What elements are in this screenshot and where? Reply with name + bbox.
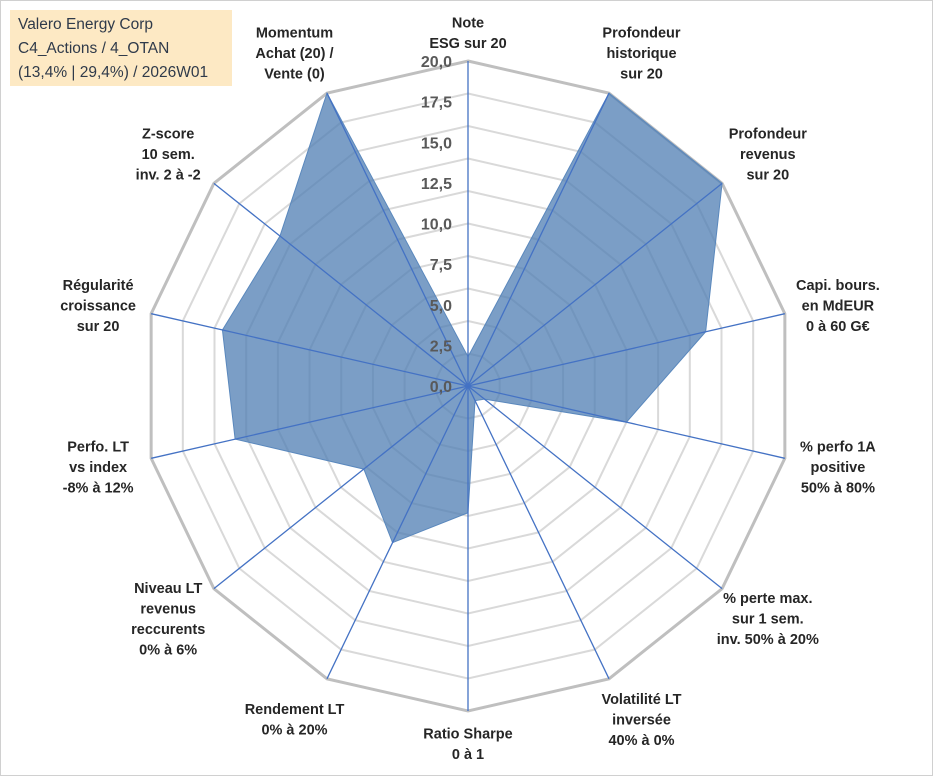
spoke-line xyxy=(151,385,469,459)
tick-label: 2,5 xyxy=(430,338,452,355)
axis-label-line: revenus xyxy=(740,147,796,163)
info-category: C4_Actions / 4_OTAN xyxy=(18,40,170,57)
axis-label: Profondeur historique sur 20 xyxy=(602,26,680,83)
axis-label: Z-score 10 sem. inv. 2 à -2 xyxy=(136,126,201,183)
spoke-line xyxy=(326,92,469,387)
axis-label-line: sur 20 xyxy=(620,67,663,83)
axis-label: Niveau LT revenus reccurents 0% à 6% xyxy=(131,581,205,659)
info-company: Valero Energy Corp xyxy=(18,16,153,33)
spoke-line xyxy=(467,182,723,387)
axis-label-line: inversée xyxy=(612,712,671,728)
info-stats: (13,4% | 29,4%) / 2026W01 xyxy=(18,64,209,81)
tick-label: 10,0 xyxy=(421,217,452,234)
axis-label: % perte max. sur 1 sem. inv. 50% à 20% xyxy=(717,591,819,648)
axis-label-line: Note xyxy=(452,16,484,32)
axis-label-line: ESG sur 20 xyxy=(429,36,506,52)
spoke-line xyxy=(326,385,469,680)
axis-label-line: 0% à 20% xyxy=(261,723,327,739)
axis-label-line: Vente (0) xyxy=(264,67,325,83)
axis-label-line: inv. 2 à -2 xyxy=(136,167,201,183)
spoke-line xyxy=(467,385,723,590)
spoke-line xyxy=(467,385,785,459)
spoke-line xyxy=(213,182,469,387)
radar-tick-labels: 0,0 2,5 5,0 7,5 10,0 12,5 15,0 17,5 20,0 xyxy=(421,54,452,396)
axis-label-line: positive xyxy=(811,460,866,476)
axis-label-line: 0 à 1 xyxy=(452,747,484,763)
axis-label-line: % perte max. xyxy=(723,591,812,607)
axis-label-line: 40% à 0% xyxy=(608,733,674,749)
axis-label-line: Z-score xyxy=(142,126,194,142)
axis-label-line: Volatilité LT xyxy=(601,692,681,708)
axis-label-line: Momentum xyxy=(256,26,333,42)
axis-label: Note ESG sur 20 xyxy=(429,16,506,53)
tick-label: 0,0 xyxy=(430,379,452,396)
axis-label-line: en MdEUR xyxy=(802,298,875,314)
spoke-line xyxy=(151,313,469,387)
axis-label-line: inv. 50% à 20% xyxy=(717,632,819,648)
spoke-line xyxy=(467,385,610,680)
info-box: Valero Energy Corp C4_Actions / 4_OTAN (… xyxy=(10,10,232,86)
axis-label: Régularité croissance sur 20 xyxy=(60,278,136,335)
axis-label-line: 10 sem. xyxy=(142,147,195,163)
axis-label-line: Ratio Sharpe xyxy=(423,727,512,743)
axis-label: Volatilité LT inversée 40% à 0% xyxy=(601,692,681,749)
axis-label-line: reccurents xyxy=(131,622,205,638)
axis-label: % perfo 1A positive 50% à 80% xyxy=(800,440,876,497)
axis-label-line: 0 à 60 G€ xyxy=(806,319,870,335)
tick-label: 15,0 xyxy=(421,135,452,152)
spoke-line xyxy=(467,313,785,387)
radar-series xyxy=(221,91,723,544)
spoke-line xyxy=(213,385,469,590)
axis-label-line: Achat (20) / xyxy=(255,46,333,62)
axis-label-line: 0% à 6% xyxy=(139,642,197,658)
axis-label-line: Régularité xyxy=(63,278,134,294)
spoke-line xyxy=(467,92,610,387)
axis-label-line: croissance xyxy=(60,298,136,314)
axis-label-line: revenus xyxy=(140,601,196,617)
axis-label-line: sur 20 xyxy=(746,167,789,183)
axis-label-line: Rendement LT xyxy=(245,702,345,718)
axis-label: Perfo. LT vs index -8% à 12% xyxy=(63,440,134,497)
axis-label: Profondeur revenus sur 20 xyxy=(729,126,807,183)
tick-label: 7,5 xyxy=(430,257,452,274)
axis-label: Capi. bours. en MdEUR 0 à 60 G€ xyxy=(796,278,880,335)
axis-label-line: historique xyxy=(606,46,676,62)
axis-label-line: 50% à 80% xyxy=(801,481,875,497)
axis-label-line: Profondeur xyxy=(729,126,807,142)
axis-label-line: sur 1 sem. xyxy=(732,612,804,628)
axis-label-line: sur 20 xyxy=(77,319,120,335)
axis-label-line: Profondeur xyxy=(602,26,680,42)
tick-label: 12,5 xyxy=(421,176,452,193)
axis-label-line: vs index xyxy=(69,460,127,476)
radar-spokes xyxy=(151,61,785,711)
axis-label-line: % perfo 1A xyxy=(800,440,876,456)
tick-label: 20,0 xyxy=(421,54,452,71)
axis-label-line: Perfo. LT xyxy=(67,440,129,456)
axis-label: Ratio Sharpe 0 à 1 xyxy=(423,727,512,764)
radar-axis-labels: Note ESG sur 20 Profondeur historique sur 20… xyxy=(60,16,880,764)
tick-label: 17,5 xyxy=(421,95,452,112)
tick-label: 5,0 xyxy=(430,298,452,315)
axis-label: Momentum Achat (20) / Vente (0) xyxy=(255,26,333,83)
series-area xyxy=(221,91,723,544)
axis-label-line: Capi. bours. xyxy=(796,278,880,294)
axis-label-line: -8% à 12% xyxy=(63,481,134,497)
axis-label-line: Niveau LT xyxy=(134,581,202,597)
axis-label: Rendement LT 0% à 20% xyxy=(245,702,345,739)
